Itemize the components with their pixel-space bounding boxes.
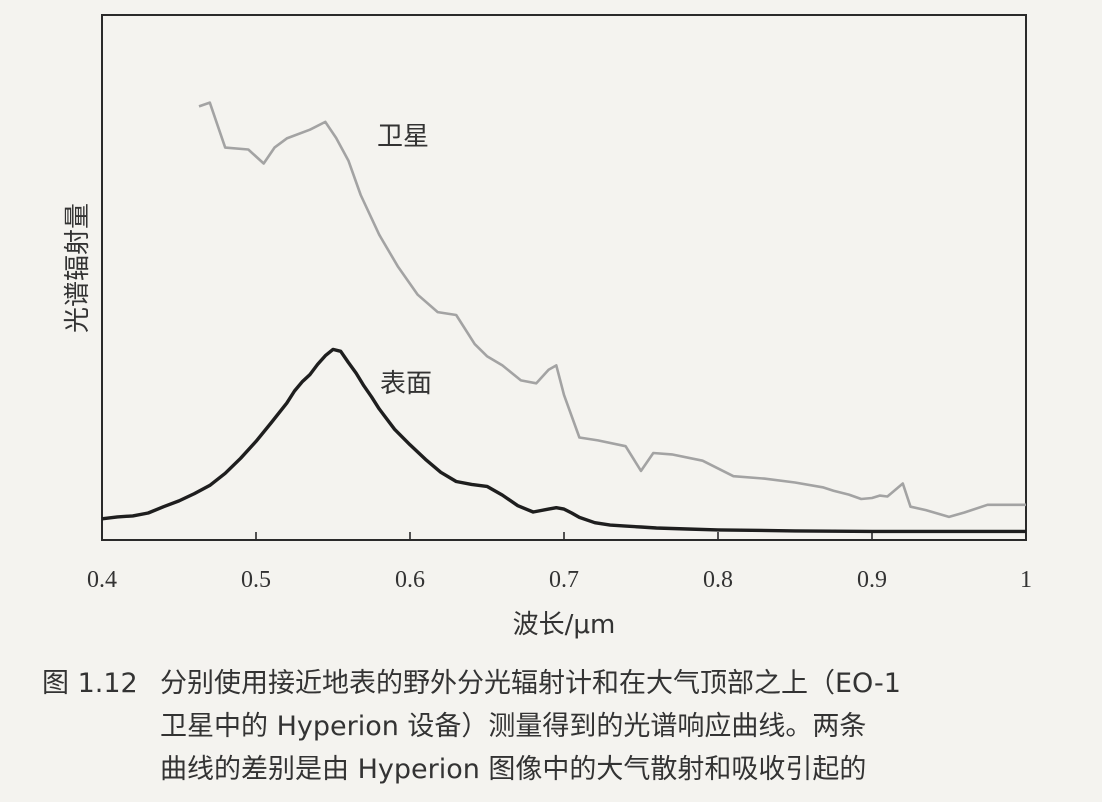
chart: 0.4 0.5 0.6 0.7 0.8 0.9 1 光谱辐射量 波长/μm 卫星 表面 <box>63 14 1032 640</box>
series-line-surface <box>101 347 1026 534</box>
caption-line: 曲线的差别是由 Hyperion 图像中的大气散射和吸收引起的 <box>160 754 867 785</box>
x-tick-label: 0.4 <box>87 567 117 593</box>
series-label-satellite: 卫星 <box>377 122 429 152</box>
y-axis-label: 光谱辐射量 <box>63 203 93 333</box>
caption-line: 卫星中的 Hyperion 设备）测量得到的光谱响应曲线。两条 <box>160 711 867 742</box>
x-tick-label: 0.5 <box>241 567 271 593</box>
x-tick-label: 1 <box>1020 567 1032 593</box>
plot-frame <box>101 14 1027 541</box>
x-tick-label: 0.8 <box>703 567 733 593</box>
x-axis: 0.4 0.5 0.6 0.7 0.8 0.9 1 <box>87 532 1032 593</box>
series-line-satellite <box>198 101 1026 519</box>
series-layer <box>101 101 1026 534</box>
caption-line: 分别使用接近地表的野外分光辐射计和在大气顶部之上（EO-1 <box>160 668 901 699</box>
x-axis-label: 波长/μm <box>513 610 616 640</box>
series-label-surface: 表面 <box>380 369 432 399</box>
x-tick-label: 0.9 <box>857 567 887 593</box>
x-tick-label: 0.6 <box>395 567 425 593</box>
figure-number: 图 1.12 <box>42 668 138 699</box>
x-tick-label: 0.7 <box>549 567 579 593</box>
